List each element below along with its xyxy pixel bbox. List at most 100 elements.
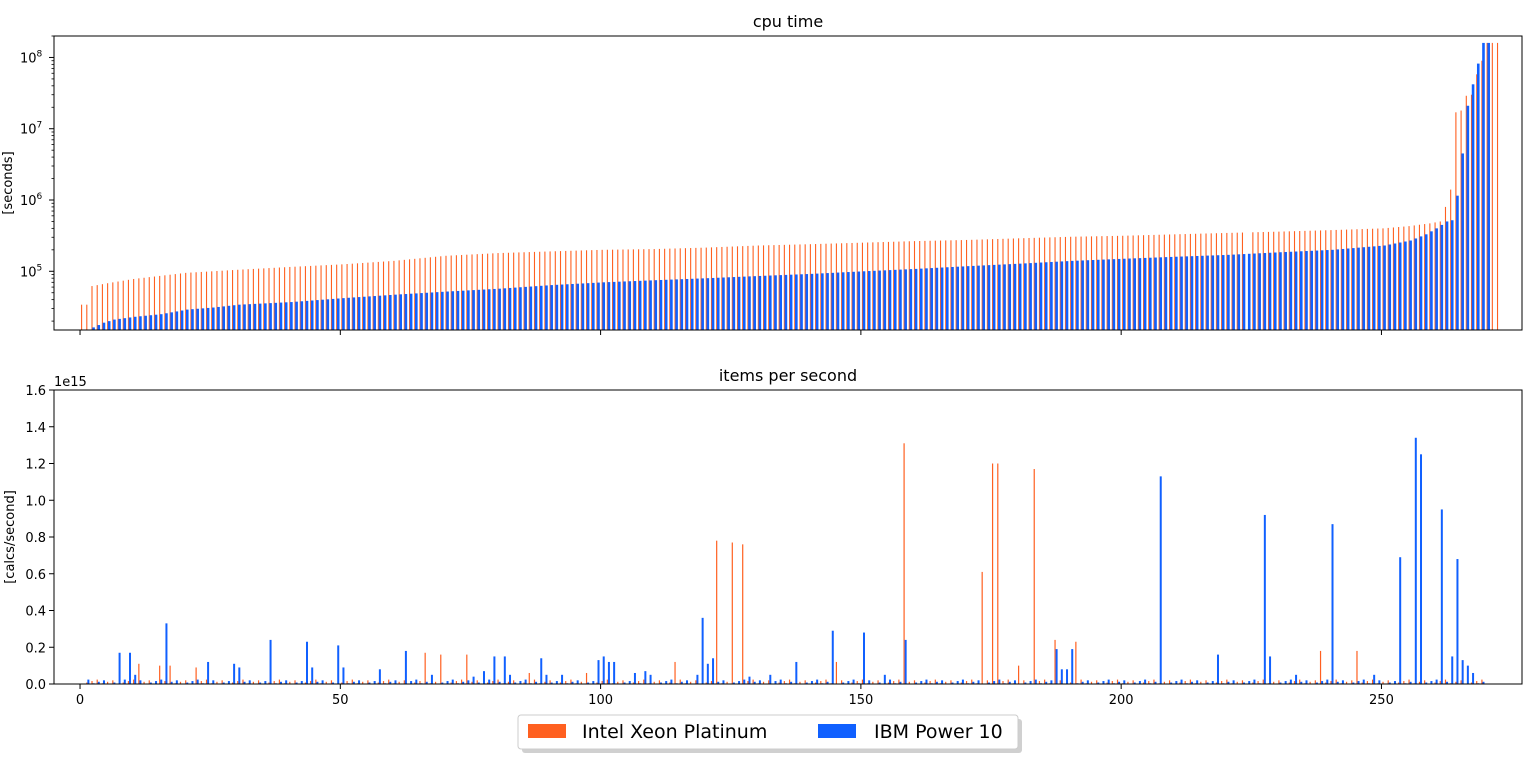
bar-cputime-intel — [856, 242, 858, 330]
bar-ips-small-ibm — [87, 679, 90, 684]
bar-ips-small-ibm — [670, 679, 673, 684]
bar-cputime-intel — [752, 245, 754, 330]
bar-cputime-intel — [1465, 95, 1467, 331]
bar-cputime-ibm — [1169, 256, 1173, 330]
bar-ips-small-intel — [1127, 681, 1129, 684]
bar-ips-small-intel — [565, 681, 567, 684]
bar-ips-ibm — [430, 674, 433, 684]
bar-cputime-ibm — [873, 270, 876, 330]
bar-cputime-ibm — [180, 310, 184, 330]
bar-ips-small-intel — [315, 679, 317, 684]
bar-cputime-ibm — [878, 270, 881, 330]
bar-ips-small-intel — [419, 681, 421, 684]
bar-ips-small-ibm — [1123, 680, 1126, 684]
bar-ips-ibm — [863, 632, 865, 684]
bar-ips-small-ibm — [1175, 681, 1178, 684]
bar-ips-small-ibm — [446, 681, 449, 684]
bar-cputime-ibm — [107, 321, 111, 330]
bar-cputime-intel — [1335, 229, 1337, 330]
bar-ips-small-intel — [570, 679, 572, 684]
bar-ips-small-ibm — [1097, 682, 1100, 684]
bar-cputime-intel — [903, 241, 905, 330]
bar-ips-intel — [835, 661, 838, 684]
bar-cputime-intel — [284, 267, 286, 330]
bar-cputime-intel — [877, 242, 879, 330]
bar-ips-small-intel — [231, 682, 234, 684]
bar-cputime-intel — [221, 270, 223, 330]
bar-ips-small-ibm — [1315, 682, 1318, 684]
bar-ips-small-intel — [1090, 681, 1093, 684]
bar-ips-ibm — [311, 667, 314, 684]
bar-ips-small-intel — [544, 681, 546, 684]
legend-label-ibm: IBM Power 10 — [874, 721, 1003, 743]
bar-cputime-intel — [1007, 238, 1009, 330]
bar-ips-ibm — [769, 674, 772, 684]
bar-ips-ibm — [561, 674, 564, 684]
bar-ips-small-ibm — [1352, 682, 1355, 684]
bar-cputime-intel — [1205, 233, 1207, 330]
bar-ips-small-ibm — [1180, 679, 1183, 684]
bar-ips-small-ibm — [550, 682, 553, 684]
bar-cputime-intel — [247, 269, 249, 330]
cpu-time-y-tick-exponent: 6 — [37, 192, 43, 202]
bar-ips-intel — [981, 571, 983, 684]
bar-cputime-intel — [846, 243, 848, 330]
bar-ips-ibm — [1414, 437, 1417, 684]
bar-ips-small-intel — [887, 682, 890, 684]
bar-cputime-intel — [518, 252, 520, 330]
bar-ips-small-intel — [1470, 682, 1473, 684]
bar-cputime-ibm — [383, 295, 387, 330]
bar-cputime-intel — [86, 304, 88, 330]
bar-ips-small-intel — [1106, 682, 1108, 684]
bar-cputime-intel — [794, 244, 796, 330]
bar-cputime-intel — [122, 280, 124, 330]
bar-cputime-ibm — [758, 275, 762, 330]
bar-cputime-ibm — [914, 268, 918, 330]
bar-cputime-intel — [544, 251, 546, 330]
bar-ips-small-intel — [1273, 681, 1275, 684]
bar-cputime-ibm — [415, 293, 418, 330]
bar-cputime-intel — [507, 252, 510, 330]
bar-cputime-intel — [820, 243, 822, 330]
bar-ips-small-ibm — [717, 681, 720, 684]
bar-cputime-ibm — [1341, 248, 1345, 330]
bar-cputime-ibm — [1096, 259, 1100, 330]
bar-cputime-intel — [1450, 189, 1452, 330]
bar-ips-small-intel — [351, 679, 353, 684]
ips-y-tick-label: 0.6 — [25, 568, 46, 583]
bar-cputime-intel — [700, 247, 702, 330]
bar-ips-small-intel — [851, 682, 853, 684]
cpu-time-y-tick-exponent: 5 — [37, 263, 43, 273]
bar-cputime-ibm — [628, 281, 632, 330]
bar-cputime-ibm — [123, 318, 127, 330]
bar-cputime-ibm — [456, 290, 460, 330]
bar-ips-small-ibm — [941, 680, 944, 684]
bar-cputime-ibm — [331, 298, 335, 330]
bar-cputime-intel — [960, 240, 962, 330]
bar-cputime-ibm — [227, 305, 231, 330]
bar-cputime-intel — [1184, 234, 1186, 330]
bar-cputime-ibm — [154, 314, 158, 330]
bar-cputime-intel — [1273, 231, 1275, 330]
ips-y-tick-label: 1.0 — [25, 494, 46, 509]
legend-box — [517, 714, 1019, 750]
bar-ips-small-intel — [861, 679, 864, 684]
bar-cputime-intel — [1325, 230, 1327, 330]
bar-cputime-ibm — [342, 298, 345, 330]
bar-ips-small-ibm — [1138, 681, 1141, 684]
bar-cputime-intel — [919, 241, 921, 330]
bar-ips-intel — [1356, 650, 1358, 684]
bar-cputime-ibm — [748, 276, 751, 330]
bar-cputime-intel — [992, 239, 994, 330]
bar-cputime-ibm — [649, 280, 652, 330]
bar-cputime-ibm — [133, 316, 137, 330]
bar-ips-small-intel — [242, 679, 244, 684]
bar-ips-small-ibm — [102, 680, 105, 684]
bar-ips-intel — [528, 672, 530, 684]
bar-cputime-intel — [1372, 228, 1374, 330]
bar-ips-small-intel — [1189, 679, 1191, 684]
bar-cputime-ibm — [1237, 254, 1241, 330]
bar-cputime-intel — [1486, 42, 1488, 330]
bar-cputime-ibm — [534, 286, 538, 330]
